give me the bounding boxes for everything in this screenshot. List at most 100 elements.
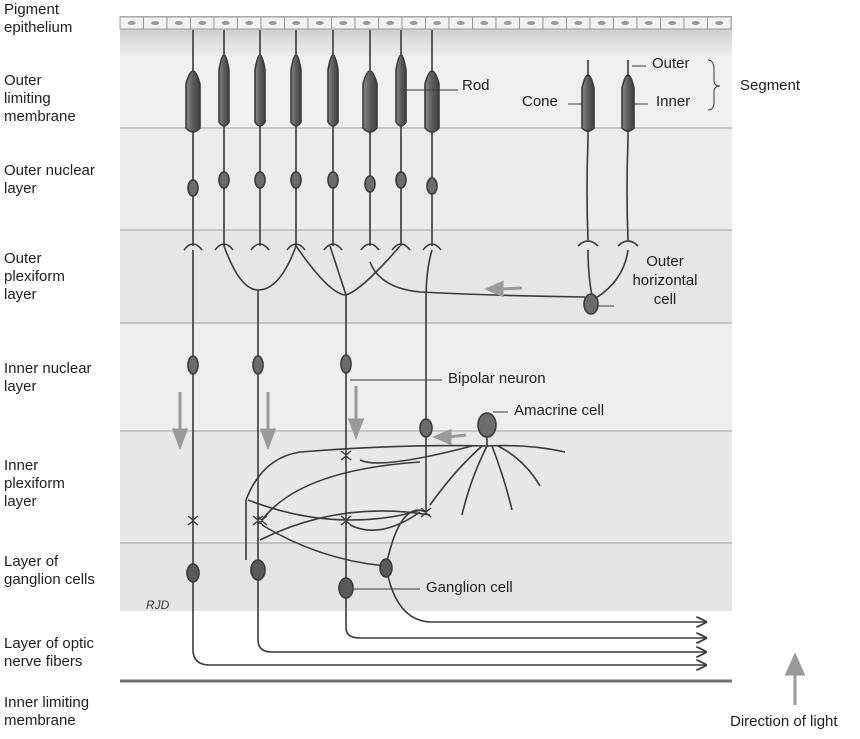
- artist-signature: RJD: [146, 598, 170, 612]
- label-amacrine-cell: Amacrine cell: [514, 402, 605, 419]
- pigment-cell-nucleus: [127, 21, 136, 25]
- pigment-cell-nucleus: [550, 21, 559, 25]
- cone-right-axon: [626, 60, 629, 241]
- label-bipolar-neuron: Bipolar neuron: [448, 370, 546, 387]
- amacrine-branch-5: [359, 445, 473, 464]
- pigment-cell-nucleus: [221, 21, 230, 25]
- synapse-marker: [256, 515, 268, 526]
- horizontal-cell-branch-left: [587, 249, 593, 297]
- rod-spherule: [183, 243, 203, 251]
- synapse-marker: [340, 450, 352, 461]
- ipl-link-5: [259, 510, 431, 541]
- pigment-cell-nucleus: [574, 21, 583, 25]
- bipolar-1-dendrites: [223, 245, 297, 291]
- rod-nucleus: [364, 175, 376, 193]
- label-outer-horizontal-cell: Outer horizontal cell: [632, 253, 698, 308]
- amacrine-branch-1: [461, 445, 488, 516]
- rod-nucleus: [218, 171, 230, 189]
- layer-label-outer-plexiform-layer: Outer plexiform layer: [4, 250, 65, 303]
- horizontal-cell-body: [583, 293, 599, 315]
- signal-arrow-down-1: [171, 392, 189, 451]
- cone-left-pedicle: [577, 240, 599, 247]
- rod-segment-thick: [185, 70, 201, 133]
- ganglion-soma-1: [186, 563, 200, 583]
- pigment-cell-nucleus: [339, 21, 348, 25]
- direction-of-light-arrow: [784, 652, 806, 705]
- pigment-cell-nucleus: [315, 21, 324, 25]
- label-direction-of-light: Direction of light: [730, 713, 838, 730]
- ipl-link-6: [385, 509, 427, 567]
- pigment-cell-nucleus: [292, 21, 301, 25]
- amacrine-branch-4: [429, 445, 483, 506]
- signal-arrows: [171, 280, 806, 705]
- rod-spherule: [323, 243, 343, 251]
- rod-segment: [395, 54, 407, 127]
- rod-segment: [327, 54, 339, 127]
- layer-label-pigment-epithelium: Pigment epithelium: [4, 1, 73, 36]
- pigment-cell-nucleus: [198, 21, 207, 25]
- pigment-cells: [119, 16, 732, 30]
- leader-lines: [350, 59, 721, 590]
- rod-segment: [290, 54, 302, 127]
- amacrine-branch-3: [497, 445, 541, 487]
- label-outer: Outer: [652, 55, 690, 72]
- cone-cells: [577, 60, 639, 247]
- pigment-cell-nucleus: [480, 21, 489, 25]
- ganglion-cells: [186, 520, 706, 665]
- rod-spherule: [422, 243, 442, 251]
- optic-fiber-2: [257, 540, 706, 652]
- synapse-marker: [340, 515, 352, 526]
- rod-nucleus: [395, 171, 407, 189]
- label-inner: Inner: [656, 93, 691, 110]
- layer-label-inner-limiting-membrane: Inner limiting membrane: [4, 694, 90, 729]
- label-cone: Cone: [522, 93, 558, 110]
- pigment-cell-nucleus: [597, 21, 606, 25]
- signal-arrow-left-1: [484, 280, 523, 298]
- amacrine-dendrite-main: [245, 436, 488, 560]
- rod-segment-thick: [424, 70, 440, 133]
- rod-spherule: [250, 243, 270, 251]
- pigment-cell-nucleus: [433, 21, 442, 25]
- rod-nucleus: [290, 171, 302, 189]
- pigment-cell-nucleus: [668, 21, 677, 25]
- label-ganglion-cell: Ganglion cell: [426, 579, 513, 596]
- rod-nucleus: [187, 179, 199, 197]
- rod-nucleus: [327, 171, 339, 189]
- optic-fiber-3: [345, 520, 706, 638]
- bipolar-3-dendrites: [425, 249, 433, 301]
- ganglion-soma-3: [338, 577, 354, 599]
- rod-spherule: [360, 243, 380, 251]
- pigment-cell-nucleus: [362, 21, 371, 25]
- pigment-cell-nucleus: [268, 21, 277, 25]
- ganglion-soma-2: [250, 559, 266, 581]
- rod-spherule: [391, 243, 411, 251]
- bipolar-2-soma: [340, 354, 352, 374]
- cone-right-pedicle: [617, 240, 639, 247]
- layer-label-ganglion-cells: Layer of ganglion cells: [4, 553, 95, 588]
- pigment-cell-nucleus: [386, 21, 395, 25]
- rod-bipolar-soma: [187, 355, 199, 375]
- synapse-marker: [187, 515, 199, 526]
- optic-fiber-4: [385, 565, 706, 622]
- signal-arrow-down-2: [259, 392, 277, 451]
- layer-label-optic-nerve-fibers: Layer of optic nerve fibers: [4, 635, 95, 670]
- amacrine-cell: [245, 412, 566, 560]
- amacrine-branch-2: [491, 445, 513, 511]
- rod-spherule: [214, 243, 234, 251]
- pigment-cell-nucleus: [456, 21, 465, 25]
- layer-label-inner-plexiform-layer: Inner plexiform layer: [4, 457, 65, 510]
- bipolar-3-soma: [419, 418, 433, 438]
- rod-nucleus: [426, 177, 438, 195]
- amacrine-soma: [477, 412, 497, 438]
- cone-left-segment: [581, 74, 595, 132]
- synapse-markers: [187, 450, 432, 526]
- cone-right-segment: [621, 74, 635, 132]
- pigment-cell-nucleus: [151, 21, 160, 25]
- band-outer-nuclear: [120, 128, 732, 230]
- pigment-cell-nucleus: [409, 21, 418, 25]
- outer-horizontal-cell: [369, 249, 629, 315]
- layer-label-inner-nuclear-layer: Inner nuclear layer: [4, 360, 92, 395]
- rod-segment-thick: [362, 70, 378, 133]
